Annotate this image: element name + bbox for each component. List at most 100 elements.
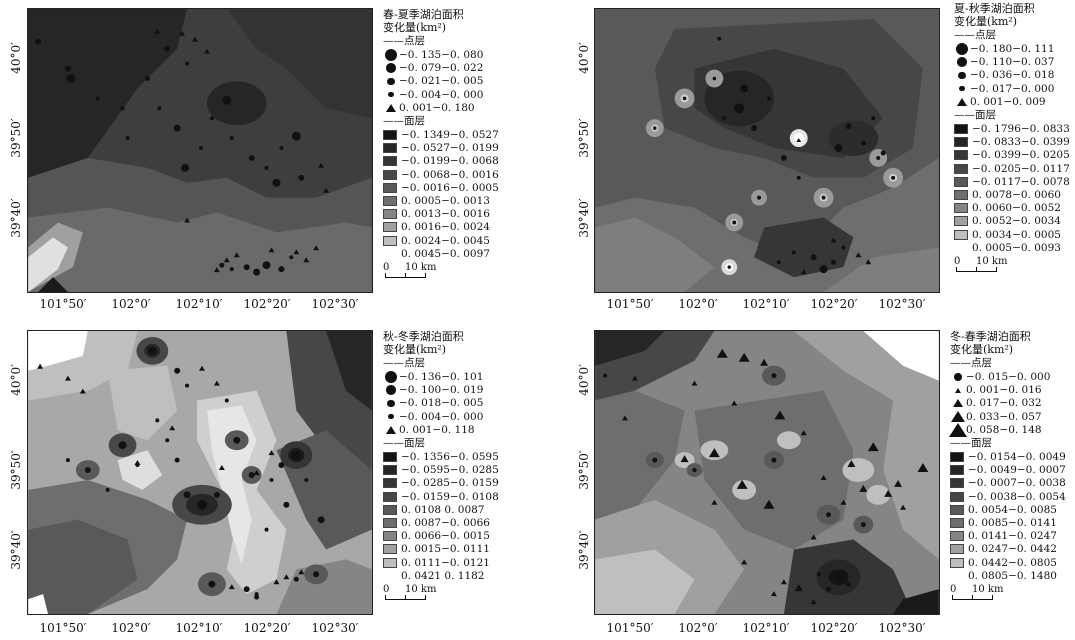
- legend-class-row: 0. 0805−0. 1480: [950, 569, 1066, 582]
- legend-class-label: −0. 0154−0. 0049: [968, 451, 1066, 463]
- legend-class-row: 0. 0442−0. 0805: [950, 556, 1066, 569]
- legend-class-label: −0. 1356−0. 0595: [401, 451, 499, 463]
- legend-swatch: [954, 137, 968, 147]
- y-tick-label: 39°40′: [577, 198, 591, 237]
- legend-section-rule: ——: [383, 357, 404, 369]
- legend-point-row: −0. 110−0. 037: [954, 56, 1070, 69]
- legend-class-label: −0. 0038−0. 0054: [968, 491, 1066, 503]
- legend-point-row: −0. 004−0. 000: [383, 88, 499, 101]
- legend-summer-autumn: 夏-秋季湖泊面积 变化量(km²) ——点层 −0. 180−0. 111 −0. 11…: [954, 2, 1070, 274]
- scale-tick: [385, 595, 386, 600]
- point-symbol-dot: [959, 86, 964, 91]
- legend-section-label: 点层: [975, 29, 996, 41]
- legend-swatch: [954, 230, 968, 240]
- legend-section-label: 点层: [971, 357, 992, 369]
- legend-section-rule: ——: [383, 35, 404, 47]
- scale-bar: 0 10 km: [383, 264, 453, 280]
- legend-autumn-winter: 秋-冬季湖泊面积 变化量(km²) ——点层 −0. 136−0. 101 −0. 10…: [383, 330, 499, 602]
- x-tick-label: 101°50′: [40, 621, 87, 635]
- legend-class-label: 0. 0421 0. 1182: [401, 570, 485, 582]
- legend-title: 春-夏季湖泊面积: [383, 8, 499, 21]
- scale-distance-label: 10 km: [976, 256, 1007, 268]
- legend-swatch: [950, 558, 964, 568]
- legend-class-label: 0. 0141−0. 0247: [968, 530, 1057, 542]
- scale-tick: [976, 267, 977, 272]
- legend-swatch: [383, 222, 397, 232]
- dot-icon: [954, 57, 970, 67]
- triangle-icon: [954, 98, 970, 106]
- y-tick-label: 40°0′: [9, 42, 23, 74]
- x-tick-label: 102°30′: [312, 297, 359, 311]
- legend-spring-summer: 春-夏季湖泊面积 变化量(km²) ——点层 −0. 135−0. 080 −0. 07…: [383, 8, 499, 280]
- legend-class-row: −0. 0159−0. 0108: [383, 490, 499, 503]
- legend-class-label: −0. 0833−0. 0399: [972, 136, 1070, 148]
- x-tick-label: 101°50′: [607, 297, 654, 311]
- legend-section-rule: ——: [950, 437, 971, 449]
- legend-swatch: [950, 465, 964, 475]
- legend-class-row: −0. 1356−0. 0595: [383, 450, 499, 463]
- legend-class-row: 0. 0078−0. 0060: [954, 188, 1070, 201]
- legend-swatch: [383, 196, 397, 206]
- point-symbol-dot: [956, 43, 968, 55]
- legend-swatch: [383, 518, 397, 528]
- x-tick-label: 102°30′: [312, 621, 359, 635]
- legend-point-label: −0. 036−0. 018: [970, 69, 1054, 81]
- y-tick-label: 40°0′: [577, 364, 591, 396]
- y-tick-label: 39°50′: [577, 450, 591, 489]
- legend-point-row: −0. 018−0. 005: [383, 397, 499, 410]
- dot-icon: [954, 72, 970, 80]
- legend-point-label: −0. 079−0. 022: [399, 62, 483, 74]
- legend-swatch: [950, 478, 964, 488]
- legend-class-label: −0. 1349−0. 0527: [401, 129, 499, 141]
- legend-point-label: −0. 136−0. 101: [399, 371, 483, 383]
- surface-autumn-winter: [28, 331, 372, 614]
- legend-swatch: [954, 150, 968, 160]
- legend-swatch: [383, 505, 397, 515]
- legend-class-label: −0. 0159−0. 0108: [401, 491, 499, 503]
- x-tick-label: 102°20′: [244, 621, 291, 635]
- x-tick-label: 102°10′: [743, 621, 790, 635]
- legend-section-label: 面层: [404, 115, 425, 127]
- legend-swatch: [950, 492, 964, 502]
- point-symbol-dot: [388, 92, 393, 97]
- legend-title: 变化量(km²): [950, 343, 1066, 356]
- legend-section-rule: ——: [950, 357, 971, 369]
- point-symbol-triangle: [951, 411, 965, 422]
- point-symbol-dot: [385, 371, 397, 383]
- x-tick-label: 102°0′: [111, 621, 150, 635]
- legend-class-row: −0. 0016−0. 0005: [383, 181, 499, 194]
- legend-point-row: 0. 001−0. 009: [954, 95, 1070, 108]
- scale-zero-label: 0: [950, 584, 956, 596]
- legend-section-rule: ——: [954, 29, 975, 41]
- x-tick-label: 102°10′: [743, 297, 790, 311]
- legend-swatch: [383, 452, 397, 462]
- legend-swatch: [954, 203, 968, 213]
- legend-class-label: −0. 0007−0. 0038: [968, 477, 1066, 489]
- surface-winter-spring: [595, 331, 939, 614]
- legend-class-row: −0. 0205−0. 0117: [954, 162, 1070, 175]
- legend-point-label: 0. 001−0. 118: [399, 424, 475, 436]
- scale-tick: [952, 595, 953, 600]
- x-tick-label: 102°0′: [678, 297, 717, 311]
- triangle-icon: [950, 388, 966, 393]
- x-tick-label: 102°0′: [678, 621, 717, 635]
- dot-icon: [383, 92, 399, 97]
- legend-swatch: [383, 170, 397, 180]
- legend-class-row: 0. 0013−0. 0016: [383, 208, 499, 221]
- legend-class-label: 0. 0054−0. 0085: [968, 504, 1057, 516]
- legend-class-row: 0. 0141−0. 0247: [950, 530, 1066, 543]
- legend-section-label: 面层: [975, 109, 996, 121]
- legend-class-row: 0. 0066−0. 0015: [383, 530, 499, 543]
- legend-swatch: [954, 216, 968, 226]
- legend-point-row: −0. 079−0. 022: [383, 62, 499, 75]
- legend-class-row: −0. 0527−0. 0199: [383, 142, 499, 155]
- x-tick-label: 102°10′: [176, 297, 223, 311]
- legend-section-surface: ——面层: [383, 437, 499, 449]
- legend-point-row: 0. 033−0. 057: [950, 410, 1066, 423]
- scale-bar: 0 10 km: [950, 586, 1020, 602]
- point-symbol-dot: [386, 63, 396, 73]
- x-tick-label: 102°10′: [176, 621, 223, 635]
- legend-swatch: [383, 465, 397, 475]
- legend-point-row: 0. 058−0. 148: [950, 423, 1066, 436]
- legend-point-row: 0. 017−0. 032: [950, 397, 1066, 410]
